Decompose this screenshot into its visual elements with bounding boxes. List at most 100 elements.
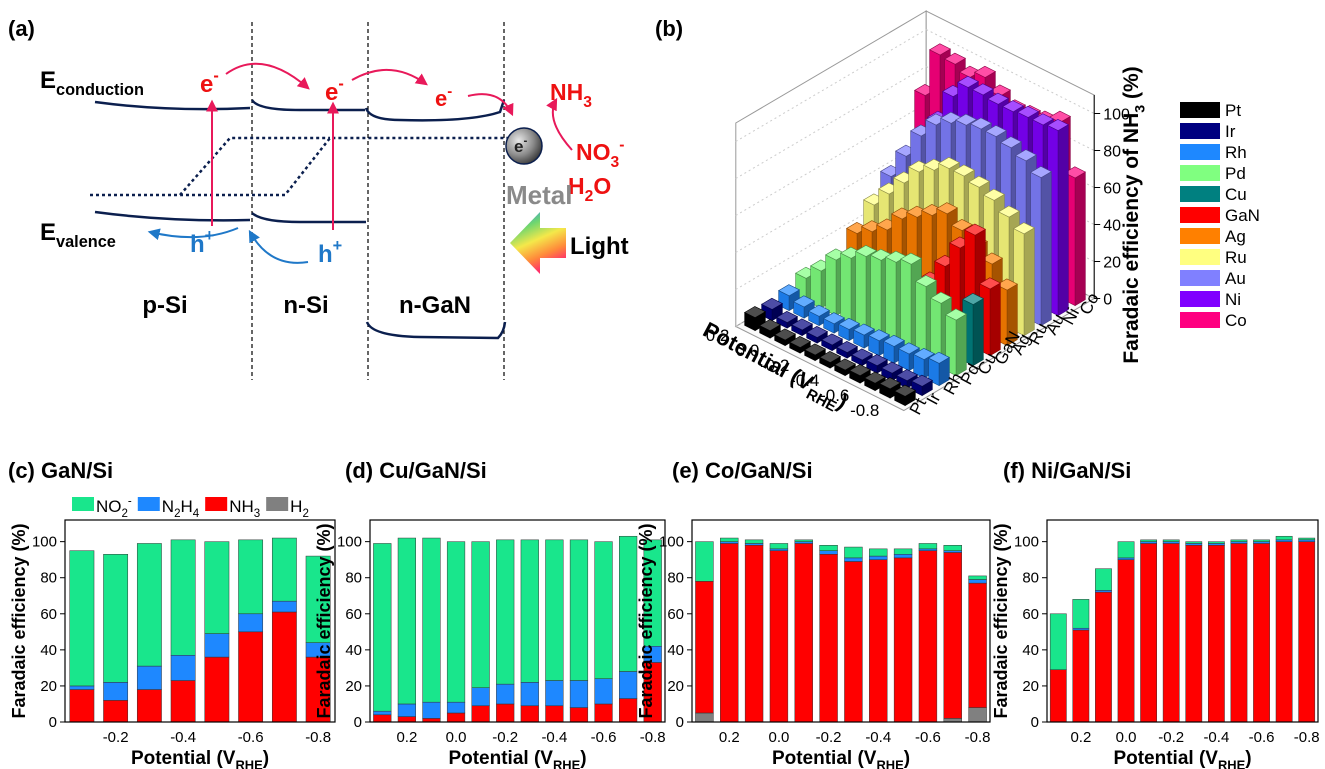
y-tick-label: 20 xyxy=(667,678,684,695)
bar-segment xyxy=(137,666,161,689)
bar-segment xyxy=(1163,542,1179,544)
bar-segment xyxy=(1231,540,1247,542)
electron-arrow xyxy=(226,64,308,88)
text-segment: ) xyxy=(580,748,586,769)
x-tick-label: -0.2 xyxy=(492,729,518,746)
script-text: - xyxy=(447,83,452,100)
valence-band xyxy=(252,213,366,222)
bar-segment xyxy=(695,581,713,713)
bar-segment xyxy=(447,542,465,703)
bar-segment xyxy=(969,708,987,722)
text-segment: NO xyxy=(96,497,122,516)
bar-segment xyxy=(1095,569,1111,591)
legend-label: Pt xyxy=(1225,101,1241,120)
electron-label: e- xyxy=(325,75,344,106)
bar-segment xyxy=(423,702,441,718)
x-tick-label: -0.8 xyxy=(850,401,879,420)
bar-segment xyxy=(619,699,637,722)
x-tick-label: -0.8 xyxy=(305,729,331,746)
bar-segment xyxy=(373,543,391,711)
bar-segment xyxy=(103,682,127,700)
legend-swatch xyxy=(1180,102,1220,118)
electron-arrow xyxy=(352,70,426,84)
reaction-arrow xyxy=(553,100,572,150)
fermi-level xyxy=(90,138,508,195)
bar-segment xyxy=(1118,558,1134,560)
stacked-bar-chart: (d) Cu/GaN/Si0.20.0-0.2-0.4-0.6-0.802040… xyxy=(314,458,666,769)
text-segment: (%) xyxy=(1120,66,1143,105)
bar-segment xyxy=(720,538,738,542)
legend-label: Rh xyxy=(1225,143,1247,162)
y-tick-label: 40 xyxy=(1022,642,1039,659)
legend-swatch xyxy=(1180,291,1220,307)
bar-segment xyxy=(1050,670,1066,722)
bar-segment xyxy=(820,554,838,722)
script-text: + xyxy=(205,227,215,245)
bar-segment xyxy=(272,612,296,722)
y-tick-label: 0 xyxy=(354,714,362,731)
bar-segment xyxy=(745,543,763,545)
legend-swatch xyxy=(1180,270,1220,286)
text-segment: e xyxy=(435,86,447,111)
bar-segment xyxy=(521,540,539,682)
y-tick-label: 0 xyxy=(676,714,684,731)
bar-segment xyxy=(447,713,465,722)
hole-label: h+ xyxy=(190,227,214,258)
bar-segment xyxy=(546,681,564,706)
x-tick-label: -0.6 xyxy=(915,729,941,746)
bar-segment xyxy=(869,549,887,556)
bar-face xyxy=(871,255,882,338)
script-text: 3 xyxy=(254,508,260,520)
bar-segment xyxy=(373,711,391,715)
bar-segment xyxy=(70,686,94,690)
bar-segment xyxy=(171,655,195,680)
y-tick-label: 100 xyxy=(337,534,362,551)
y-tick-label: 20 xyxy=(1022,678,1039,695)
bar-segment xyxy=(137,543,161,666)
text-segment: Faradaic efficiency of NH xyxy=(1120,113,1143,364)
text-segment: E xyxy=(40,219,56,246)
y-tick-label: 100 xyxy=(32,534,57,551)
legend-label: Ir xyxy=(1225,122,1236,141)
bar-segment xyxy=(844,547,862,558)
bar-segment xyxy=(137,690,161,722)
x-axis-title: Potential (VRHE) xyxy=(131,748,269,769)
bar-segment xyxy=(205,542,229,634)
bar-segment xyxy=(894,558,912,722)
x-tick-label: 0.2 xyxy=(396,729,417,746)
x-tick-label: -0.4 xyxy=(170,729,196,746)
bar-segment xyxy=(745,540,763,544)
legend-swatch xyxy=(1180,228,1220,244)
y-axis-title: Faradaic efficiency (%) xyxy=(636,523,656,718)
y-axis-title: Faradaic efficiency (%) xyxy=(314,523,334,718)
bar-segment xyxy=(472,542,490,688)
y-tick-label: 60 xyxy=(40,606,57,623)
bar-segment xyxy=(795,540,813,542)
y-tick-label: 40 xyxy=(345,642,362,659)
bar-segment xyxy=(969,583,987,707)
bar-segment xyxy=(570,681,588,708)
bar-segment xyxy=(1299,540,1315,542)
text-segment: H xyxy=(290,497,302,516)
bar-segment xyxy=(447,702,465,713)
reactant-label: H2O xyxy=(568,173,611,205)
bar-segment xyxy=(1186,543,1202,545)
y-tick-label: 60 xyxy=(667,606,684,623)
text-segment: Potential (V xyxy=(448,748,553,769)
text-segment: Potential (V xyxy=(131,748,236,769)
x-tick-label: 0.2 xyxy=(1070,729,1091,746)
bar-segment xyxy=(944,551,962,553)
bar-segment xyxy=(373,715,391,722)
y-tick-label: 20 xyxy=(40,678,57,695)
bar-segment xyxy=(595,542,613,679)
y-tick-label: 80 xyxy=(345,570,362,587)
bar-segment xyxy=(1299,538,1315,540)
script-text: valence xyxy=(56,233,116,251)
bar-segment xyxy=(423,538,441,702)
conduction-band xyxy=(95,102,250,109)
stacked-bar-chart: (e) Co/GaN/Si0.20.0-0.2-0.4-0.6-0.802040… xyxy=(636,458,991,769)
text-segment: Potential (V xyxy=(1113,748,1218,769)
bar-segment xyxy=(770,549,788,551)
legend-label: NH3 xyxy=(229,497,260,520)
legend-label: Ag xyxy=(1225,227,1246,246)
